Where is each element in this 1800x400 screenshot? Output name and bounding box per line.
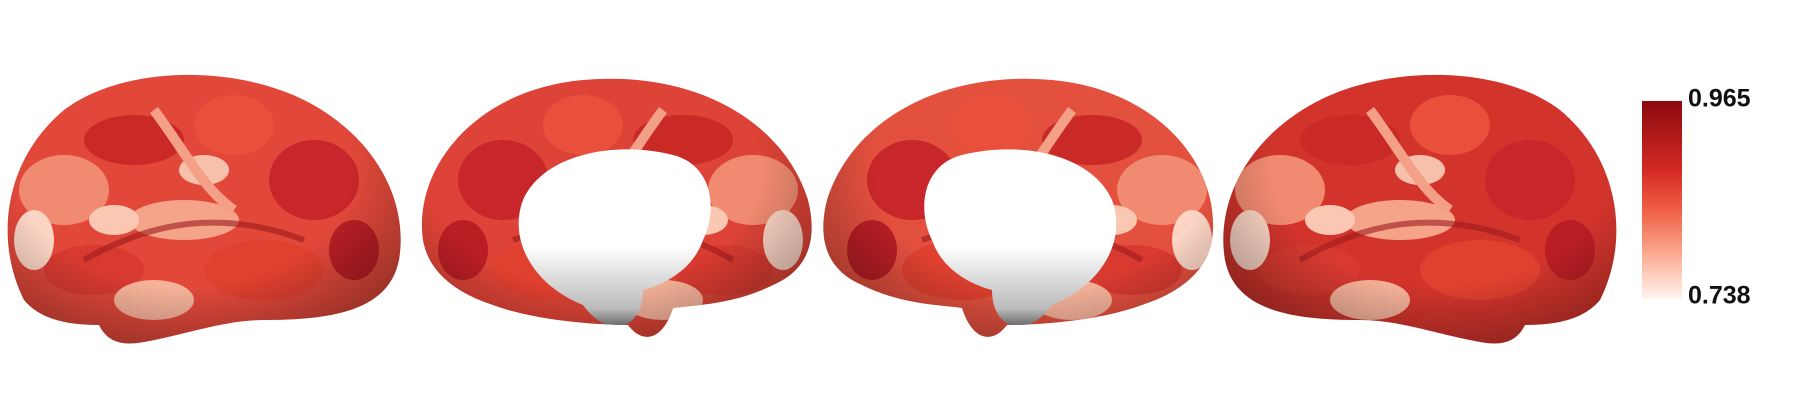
brain-right-medial (823, 78, 1214, 337)
brain-right-lateral (1223, 74, 1617, 344)
colorbar-max-label: 0.965 (1688, 85, 1751, 113)
brain-left-lateral (7, 74, 401, 344)
colorbar (1642, 101, 1682, 299)
colorbar-min-label: 0.738 (1688, 282, 1751, 310)
brain-left-medial (421, 78, 812, 337)
